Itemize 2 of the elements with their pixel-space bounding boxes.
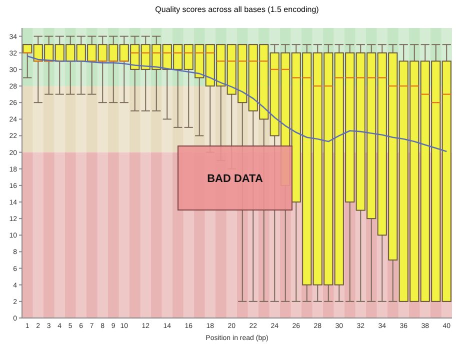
chart-title: Quality scores across all bases (1.5 encoding) bbox=[155, 5, 320, 14]
annotation: BAD DATA bbox=[207, 173, 263, 185]
